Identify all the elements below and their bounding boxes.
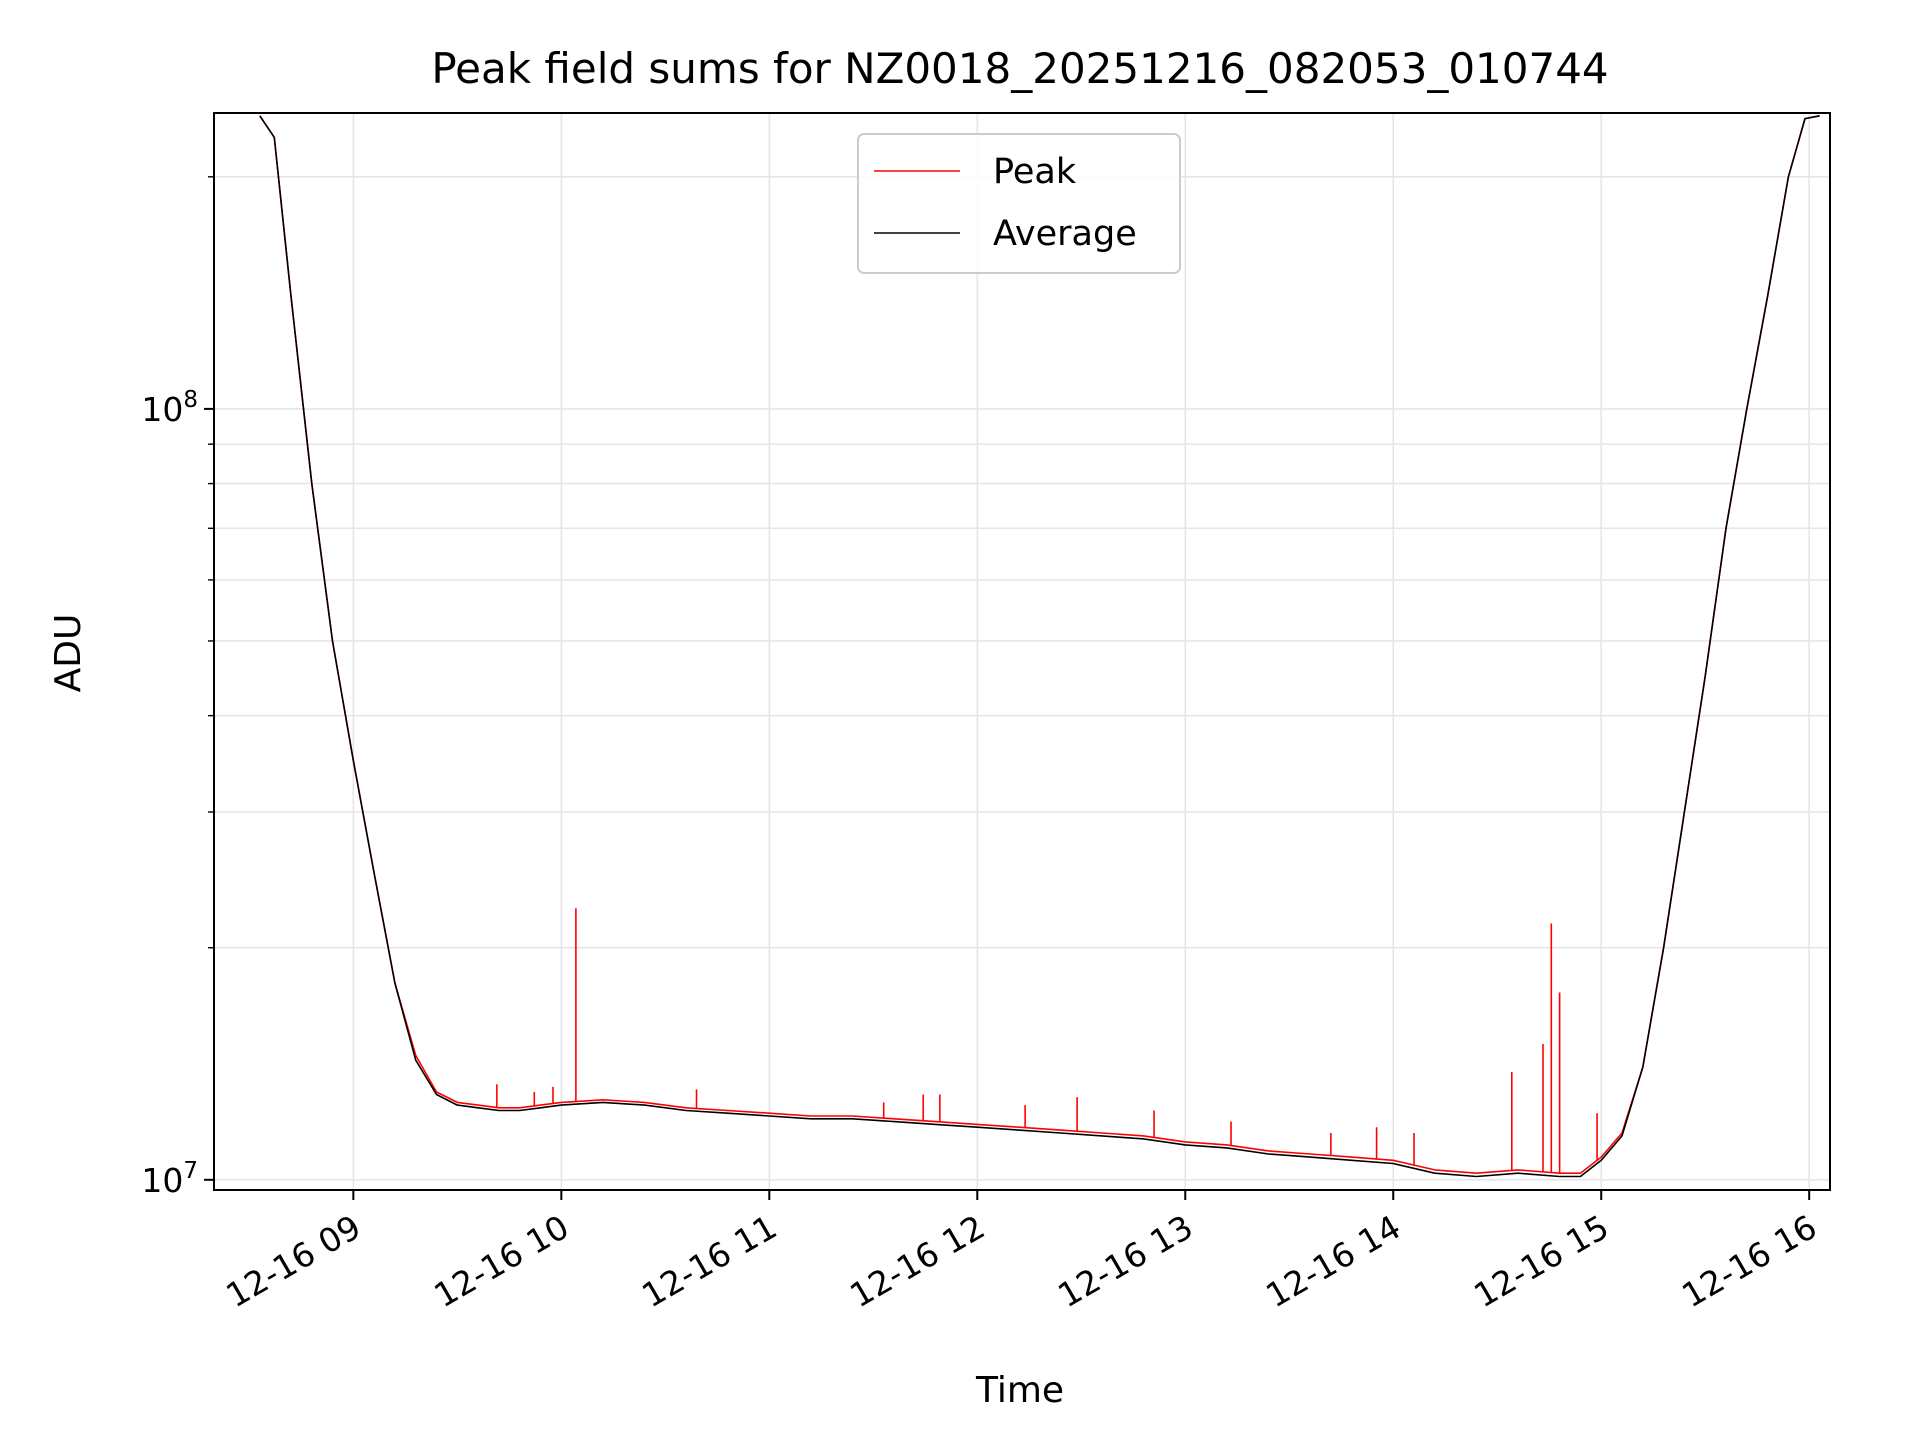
series-line-average [259,115,1820,1178]
grid-lines [214,113,1830,1190]
y-axis-label: ADU [48,614,89,693]
plot-frame [213,112,1831,1191]
y-tick-base-1: 10 [141,390,183,429]
x-axis-label: Time [975,1370,1064,1411]
legend: Peak Average [857,133,1181,274]
legend-label-average: Average [993,214,1137,254]
y-tick-label-1: 108 [141,387,198,429]
y-tick-exp-0: 7 [183,1158,198,1184]
y-tick-base-0: 10 [141,1161,183,1200]
legend-box [857,133,1181,274]
series-layer [259,115,1820,1178]
y-tick-exp-1: 8 [183,387,198,413]
chart-title: Peak field sums for NZ0018_20251216_0820… [431,44,1608,93]
legend-label-peak: Peak [993,152,1077,192]
y-tick-label-0: 107 [141,1158,198,1200]
